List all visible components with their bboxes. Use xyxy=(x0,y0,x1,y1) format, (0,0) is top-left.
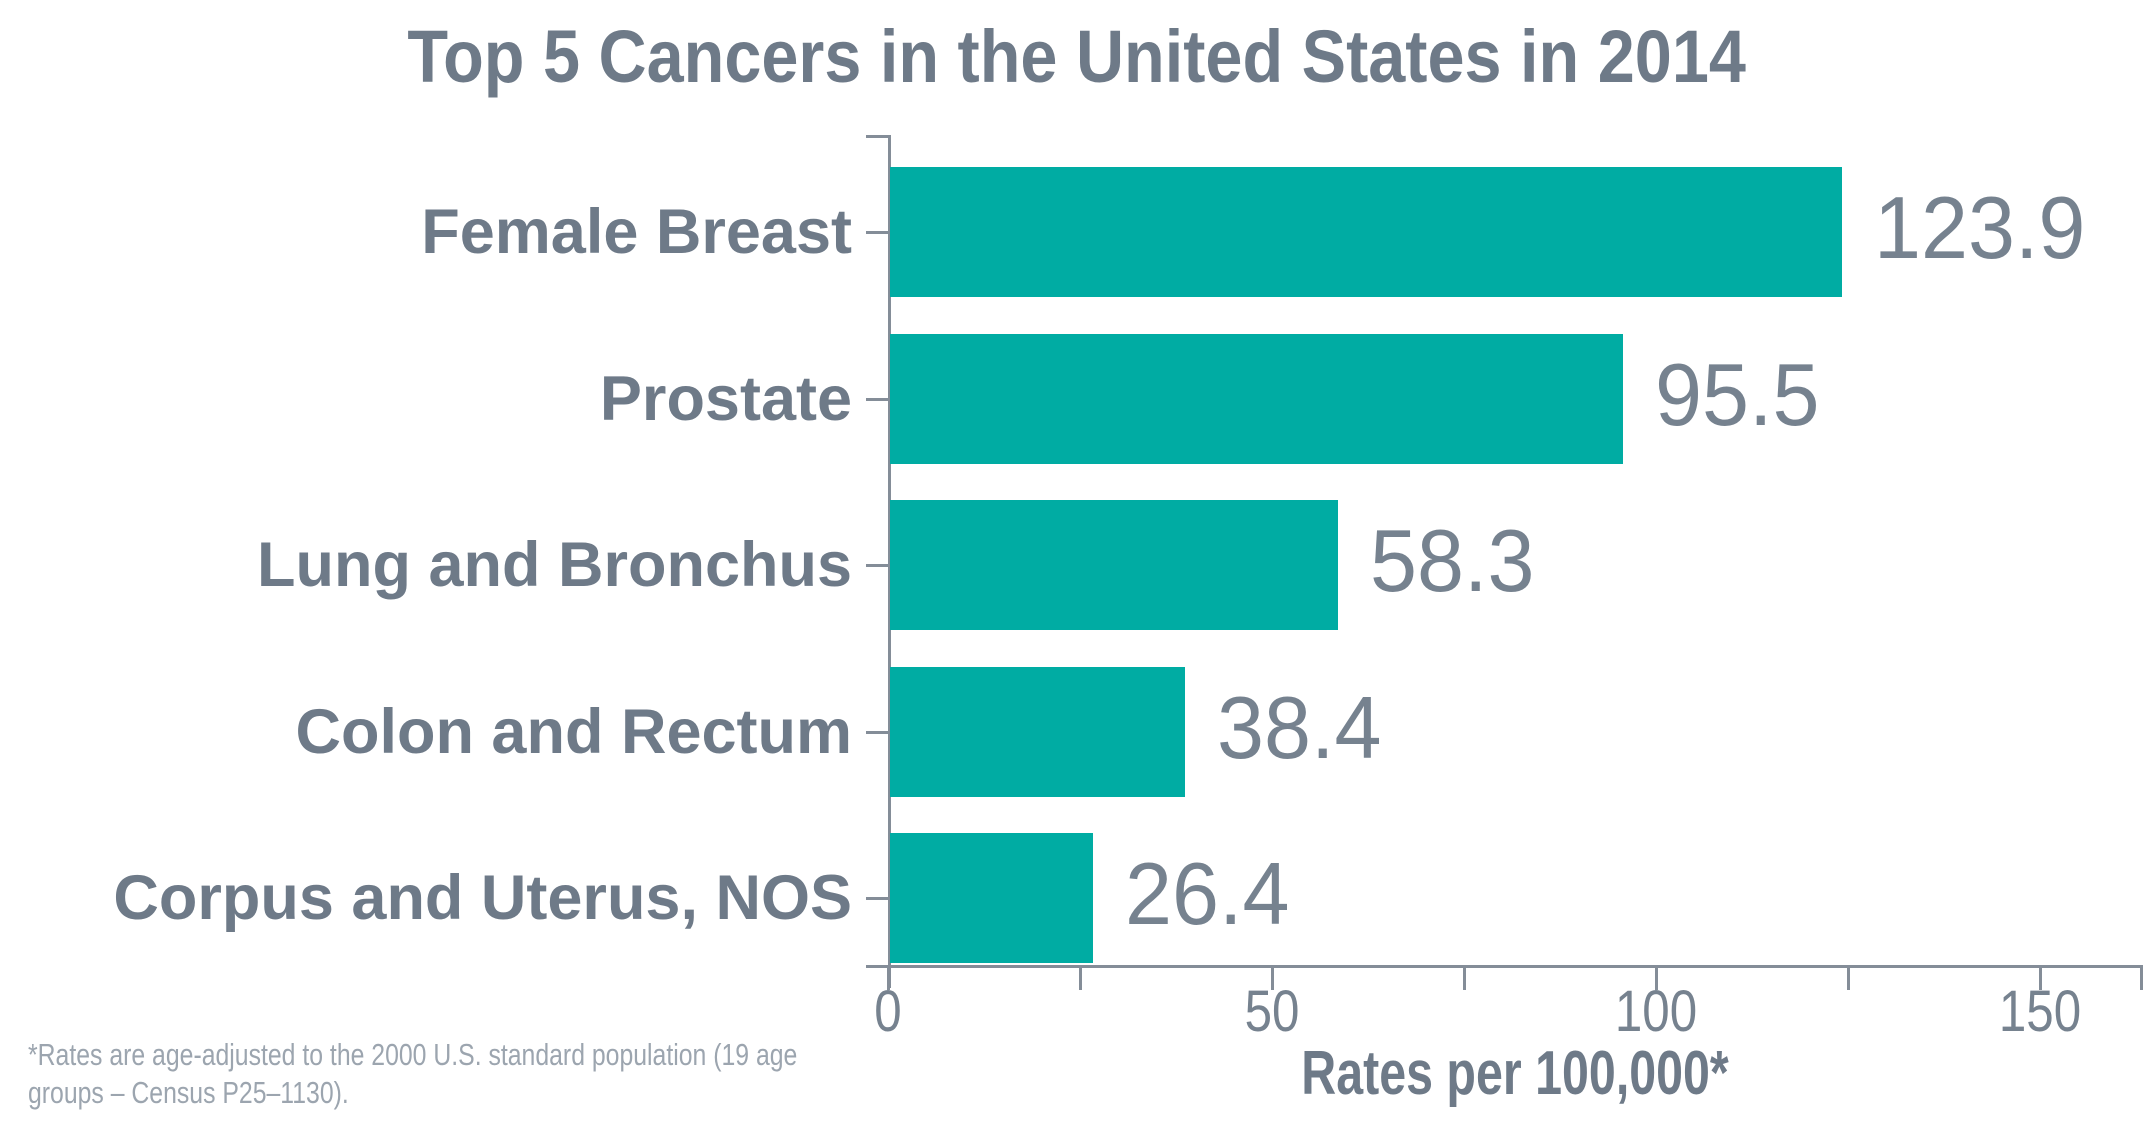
category-tick-prostate xyxy=(866,397,888,401)
x-axis-label: Rates per 100,000* xyxy=(888,1038,2143,1109)
category-label-corpus-and-uterus-nos: Corpus and Uterus, NOS xyxy=(113,863,852,933)
bar-lung-and-bronchus xyxy=(890,500,1338,630)
value-label-corpus-and-uterus-nos: 26.4 xyxy=(1124,843,1290,943)
category-label-lung-and-bronchus: Lung and Bronchus xyxy=(257,530,852,600)
x-tick-75 xyxy=(1463,965,1466,990)
x-tick-label-0: 0 xyxy=(874,979,902,1044)
category-label-female-breast: Female Breast xyxy=(421,197,852,267)
y-axis-line xyxy=(888,135,891,988)
category-tick-lung-and-bronchus xyxy=(866,564,888,567)
category-label-colon-and-rectum: Colon and Rectum xyxy=(295,696,852,767)
category-tick-corpus-and-uterus-nos xyxy=(866,897,888,900)
x-axis-line xyxy=(866,965,2143,968)
x-tick-0 xyxy=(887,965,890,990)
bar-colon-and-rectum xyxy=(890,666,1185,797)
value-label-colon-and-rectum: 38.4 xyxy=(1216,677,1382,777)
bar-female-breast xyxy=(890,167,1842,297)
x-tick-label-50: 50 xyxy=(1244,979,1300,1044)
bar-prostate xyxy=(890,333,1624,464)
x-axis-end-cap xyxy=(2140,965,2143,990)
bar-corpus-and-uterus-nos xyxy=(890,833,1093,963)
category-tick-colon-and-rectum xyxy=(866,730,888,734)
category-tick-female-breast xyxy=(866,231,888,234)
x-tick-label-150: 150 xyxy=(1998,979,2082,1044)
chart-title-text: Top 5 Cancers in the United States in 20… xyxy=(407,15,1747,98)
footnote-line-1: *Rates are age-adjusted to the 2000 U.S.… xyxy=(28,1037,798,1072)
x-tick-100 xyxy=(1655,965,1658,990)
x-tick-125 xyxy=(1847,965,1850,990)
x-tick-50 xyxy=(1271,965,1274,990)
x-axis-label-text: Rates per 100,000* xyxy=(1301,1039,1730,1108)
chart-title: Top 5 Cancers in the United States in 20… xyxy=(0,14,2154,99)
x-tick-25 xyxy=(1079,965,1082,990)
x-tick-150 xyxy=(2039,965,2042,990)
chart-footnote: *Rates are age-adjusted to the 2000 U.S.… xyxy=(28,1036,797,1112)
x-tick-label-100: 100 xyxy=(1614,979,1698,1044)
category-label-prostate: Prostate xyxy=(599,363,852,434)
y-axis-top-cap xyxy=(866,135,888,138)
value-label-lung-and-bronchus: 58.3 xyxy=(1369,510,1535,610)
value-label-female-breast: 123.9 xyxy=(1873,177,2085,277)
value-label-prostate: 95.5 xyxy=(1655,344,1820,444)
footnote-line-2: groups – Census P25–1130). xyxy=(28,1075,349,1110)
